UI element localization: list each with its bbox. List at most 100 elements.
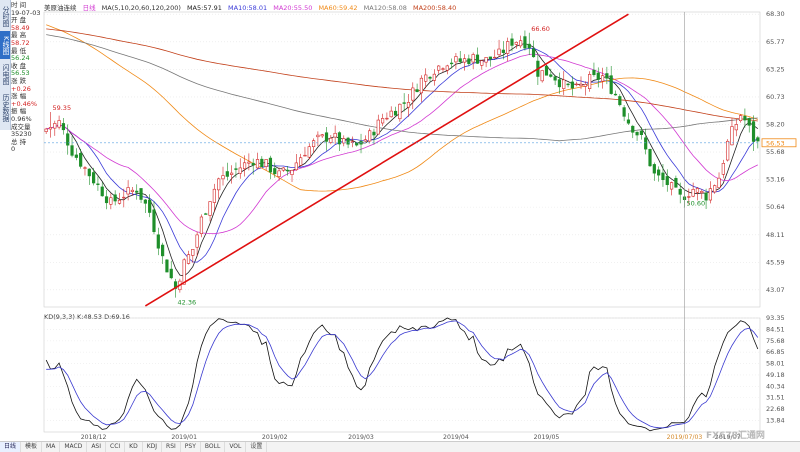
candle-body xyxy=(74,154,78,158)
x-tick-label: 2019/02 xyxy=(262,434,288,441)
candle-body xyxy=(570,81,574,89)
candle-body xyxy=(87,168,91,177)
candle-body xyxy=(117,199,122,204)
candle-body xyxy=(79,152,83,167)
candle-body xyxy=(519,40,523,47)
candle-body xyxy=(497,48,501,56)
candle-body xyxy=(454,56,458,63)
candle-body xyxy=(186,254,191,264)
tab-cci[interactable]: CCI xyxy=(106,442,126,452)
candle-body xyxy=(669,182,674,190)
tab-flash[interactable]: 闪电图 xyxy=(2,63,10,85)
tab-vol[interactable]: VOL xyxy=(225,442,247,452)
candle-body xyxy=(713,185,717,193)
kd-y-tick-label: 58.01 xyxy=(766,360,785,368)
candle-body xyxy=(531,48,536,58)
candle-body xyxy=(350,141,354,143)
candle-body xyxy=(109,197,113,205)
tab-ma[interactable]: MA xyxy=(42,442,61,452)
candle-body xyxy=(156,234,160,249)
candle-body xyxy=(70,145,74,156)
tab-daily[interactable]: 日线 xyxy=(0,442,22,452)
candle-body xyxy=(290,170,294,175)
candle-body xyxy=(428,76,432,79)
info-value-amplitude: 0.96% xyxy=(11,114,32,123)
candle-body xyxy=(657,169,661,176)
y-tick-label: 63.25 xyxy=(766,65,785,73)
candle-body xyxy=(333,132,337,138)
legend-ma20: MA20:55.50 xyxy=(273,4,313,12)
candle-body xyxy=(161,244,165,257)
kd-d-line xyxy=(46,320,759,429)
tab-intraday[interactable]: 分时图 xyxy=(2,5,10,27)
extreme-label: 42.36 xyxy=(178,299,197,307)
tab-psy[interactable]: PSY xyxy=(181,442,201,452)
candle-body xyxy=(389,110,393,118)
ma5-line xyxy=(46,43,759,277)
last-price-tag xyxy=(761,138,797,148)
candle-body xyxy=(514,41,518,45)
info-label-amplitude: 振 幅 xyxy=(11,107,27,116)
candle-body xyxy=(480,60,484,66)
tab-kline[interactable]: K线图 xyxy=(0,31,10,59)
candle-body xyxy=(648,149,652,167)
candle-body xyxy=(277,170,281,177)
kd-y-tick-label: 22.68 xyxy=(766,405,785,413)
candle-body xyxy=(691,189,695,197)
candle-body xyxy=(398,103,402,120)
tab-template[interactable]: 模板 xyxy=(21,442,43,452)
candle-body xyxy=(756,137,760,142)
candle-body xyxy=(372,131,376,136)
candle-body xyxy=(644,137,648,150)
candle-body xyxy=(100,186,104,197)
candle-body xyxy=(467,58,471,64)
candle-body xyxy=(402,102,406,104)
candle-body xyxy=(363,139,367,142)
candle-body xyxy=(747,118,751,126)
candle-body xyxy=(726,140,730,161)
candle-body xyxy=(342,138,346,144)
candle-body xyxy=(419,77,424,94)
candle-body xyxy=(583,84,587,87)
y-tick-label: 68.30 xyxy=(766,10,785,18)
candle-body xyxy=(234,168,238,170)
info-value-close: 56.53 xyxy=(11,69,30,78)
tab-kdj[interactable]: KDJ xyxy=(143,442,163,452)
kd-y-tick-label: 93.35 xyxy=(766,314,785,322)
candle-body xyxy=(622,107,626,117)
tab-asi[interactable]: ASI xyxy=(87,442,106,452)
y-tick-label: 55.68 xyxy=(766,148,785,156)
tab-history[interactable]: 历史数据 xyxy=(2,94,10,122)
candle-body xyxy=(475,54,480,64)
candle-body xyxy=(437,65,441,71)
candle-body xyxy=(717,177,721,188)
tab-rsi[interactable]: RSI xyxy=(162,442,181,452)
ma10-line xyxy=(46,47,759,263)
tab-boll[interactable]: BOLL xyxy=(201,442,226,452)
kd-k-value: K:48.53 xyxy=(76,313,103,321)
candle-body xyxy=(130,189,135,192)
candle-body xyxy=(195,234,199,248)
x-tick-label: 2019/04 xyxy=(443,434,469,441)
candle-body xyxy=(44,128,48,132)
ma200-line xyxy=(46,28,758,122)
candle-body xyxy=(303,154,307,157)
candle-body xyxy=(255,159,260,169)
candle-body xyxy=(613,93,618,96)
candle-body xyxy=(268,157,273,173)
candle-body xyxy=(661,172,665,181)
price-chart-svg[interactable]: 59.35 42.36 66.60 50.60 43.07 45.59 48.11 50.6… xyxy=(0,0,800,441)
tab-kd[interactable]: KD xyxy=(125,442,143,452)
tab-settings[interactable]: 设置 xyxy=(246,442,268,452)
candle-body xyxy=(139,188,143,200)
candle-body xyxy=(523,36,527,49)
info-value-time: 19-07-03 xyxy=(11,8,41,17)
kd-params: KD(9,3,3) xyxy=(44,313,75,321)
x-tick-label: 2019/01 xyxy=(171,434,197,441)
tab-macd[interactable]: MACD xyxy=(60,442,88,452)
x-tick-label: 2019/03 xyxy=(348,434,374,441)
ma-legend: 美原油连续 日线 MA(5,10,20,60,120,200) MA5:57.9… xyxy=(44,2,460,12)
y-tick-label: 53.16 xyxy=(766,176,785,184)
candle-body xyxy=(609,75,613,94)
candle-body xyxy=(376,119,380,135)
